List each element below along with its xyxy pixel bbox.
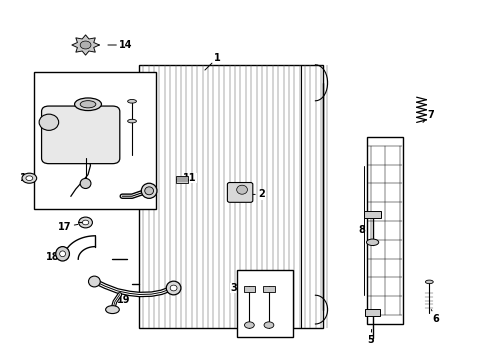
Ellipse shape [127, 99, 136, 103]
Text: 1: 1 [204, 53, 221, 70]
Ellipse shape [79, 217, 92, 228]
Polygon shape [139, 65, 322, 328]
Ellipse shape [105, 306, 119, 314]
Ellipse shape [170, 285, 177, 291]
Bar [237, 270, 293, 337]
Text: 12: 12 [127, 83, 146, 93]
Ellipse shape [80, 179, 91, 189]
Text: 16: 16 [131, 194, 146, 205]
Ellipse shape [141, 183, 157, 198]
Text: 9: 9 [36, 143, 54, 153]
Text: 19: 19 [116, 292, 130, 305]
Ellipse shape [244, 322, 254, 328]
Text: 4: 4 [263, 304, 269, 316]
Bar [364, 309, 380, 316]
Text: 3: 3 [230, 283, 240, 295]
Text: 15: 15 [61, 195, 76, 205]
Ellipse shape [166, 281, 181, 295]
Text: 7: 7 [422, 110, 433, 122]
Ellipse shape [264, 322, 273, 328]
Text: 14: 14 [108, 40, 133, 50]
Text: 2: 2 [252, 189, 264, 199]
Ellipse shape [127, 119, 136, 123]
FancyBboxPatch shape [41, 106, 120, 164]
Ellipse shape [88, 276, 100, 287]
Text: 6: 6 [430, 310, 439, 324]
Ellipse shape [80, 101, 96, 108]
Ellipse shape [56, 247, 69, 261]
Text: 5: 5 [366, 329, 373, 345]
Ellipse shape [60, 251, 65, 257]
Ellipse shape [144, 187, 153, 195]
Bar [176, 176, 188, 183]
Text: 17: 17 [58, 222, 78, 232]
Polygon shape [72, 35, 99, 55]
Ellipse shape [425, 280, 432, 284]
Text: 8: 8 [358, 225, 369, 235]
Ellipse shape [39, 114, 59, 130]
Bar [34, 72, 156, 209]
Text: 13: 13 [127, 108, 146, 118]
Ellipse shape [22, 173, 37, 183]
Text: 18: 18 [46, 252, 69, 262]
Ellipse shape [236, 185, 247, 194]
Ellipse shape [80, 41, 91, 49]
Ellipse shape [366, 239, 378, 246]
Bar [363, 211, 381, 218]
Ellipse shape [74, 98, 101, 111]
Bar [366, 137, 403, 324]
Text: 10: 10 [20, 173, 41, 183]
Ellipse shape [82, 220, 89, 225]
Text: 11: 11 [178, 173, 196, 183]
Bar [263, 286, 274, 292]
Ellipse shape [26, 176, 33, 180]
FancyBboxPatch shape [227, 183, 252, 202]
Bar [243, 286, 255, 292]
